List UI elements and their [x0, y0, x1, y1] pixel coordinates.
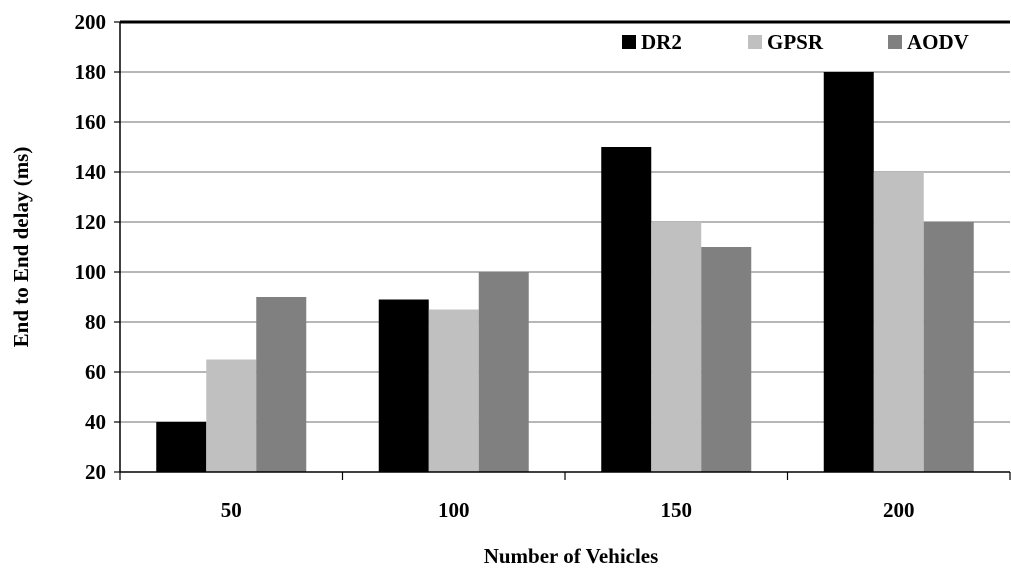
bar-dr2-200: [823, 72, 874, 472]
x-tick-label: 100: [438, 498, 470, 522]
y-tick-label: 100: [75, 260, 107, 284]
legend-swatch-gpsr: [748, 35, 762, 49]
bar-gpsr-50: [206, 359, 257, 472]
y-tick-label: 20: [85, 460, 106, 484]
y-tick-label: 140: [75, 160, 107, 184]
bar-aodv-100: [478, 272, 529, 472]
legend-swatch-dr2: [622, 35, 636, 49]
y-tick-label: 80: [85, 310, 106, 334]
y-tick-label: 200: [75, 10, 107, 34]
bar-gpsr-100: [428, 309, 479, 472]
bar-dr2-50: [156, 422, 207, 472]
y-tick-label: 40: [85, 410, 106, 434]
y-tick-label: 60: [85, 360, 106, 384]
bar-gpsr-150: [651, 222, 702, 472]
x-axis-label: Number of Vehicles: [484, 544, 659, 568]
x-tick-label: 200: [883, 498, 915, 522]
y-tick-label: 120: [75, 210, 107, 234]
bar-dr2-100: [378, 299, 429, 472]
x-tick-label: 50: [221, 498, 242, 522]
bar-gpsr-200: [873, 172, 924, 472]
y-tick-label: 160: [75, 110, 107, 134]
legend: DR2 GPSR AODV: [622, 30, 969, 54]
bar-aodv-150: [701, 247, 752, 472]
bar-aodv-200: [923, 222, 974, 472]
y-tick-label: 180: [75, 60, 107, 84]
bars: [156, 72, 974, 472]
legend-label-gpsr: GPSR: [767, 30, 824, 54]
x-tick-label: 150: [661, 498, 693, 522]
y-ticks: 20 40 60 80 100 120 140 160 180 200: [75, 10, 120, 484]
legend-swatch-aodv: [888, 35, 902, 49]
y-axis-label: End to End delay (ms): [9, 147, 33, 348]
bar-aodv-50: [256, 297, 307, 472]
legend-label-dr2: DR2: [641, 30, 682, 54]
bar-dr2-150: [601, 147, 652, 472]
legend-label-aodv: AODV: [907, 30, 969, 54]
x-ticks: 50 100 150 200: [119, 472, 1011, 522]
